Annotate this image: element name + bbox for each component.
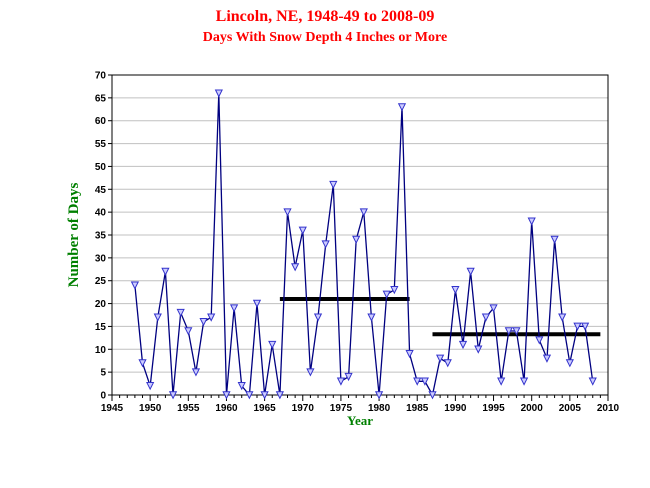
y-tick-label: 50 [95, 162, 107, 173]
tick-layer: 0 5 10 15 20 25 30 35 40 45 50 55 60 65 70 1945 1950 1955… [95, 71, 620, 415]
data-point [214, 89, 223, 98]
data-point [344, 372, 353, 382]
chart-subtitle: Days With Snow Depth 4 Inches or More [202, 30, 448, 45]
data-point [397, 103, 407, 112]
y-tick-label: 5 [100, 368, 106, 379]
data-point [207, 313, 216, 322]
x-tick-label: 1980 [368, 403, 391, 414]
x-axis-title: Year [347, 413, 373, 428]
data-point [489, 304, 498, 313]
data-point [291, 263, 300, 272]
data-point [222, 391, 231, 400]
x-tick-label: 1970 [292, 403, 315, 414]
data-point [184, 327, 193, 336]
data-point [229, 304, 239, 313]
data-point [474, 345, 483, 354]
data-point [329, 180, 338, 190]
x-tick-label: 1985 [406, 403, 429, 414]
data-point [481, 313, 491, 322]
y-tick-label: 65 [95, 93, 107, 104]
data-point [580, 322, 590, 331]
y-tick-label: 60 [95, 116, 107, 127]
data-point [527, 217, 536, 226]
data-point [436, 354, 445, 363]
data-point [237, 382, 246, 391]
y-tick-label: 0 [100, 391, 106, 402]
x-tick-label: 1995 [482, 403, 505, 414]
data-point [451, 286, 460, 295]
data-point [352, 235, 361, 244]
data-point [497, 377, 506, 386]
data-point [390, 286, 399, 295]
data-point [588, 377, 597, 386]
data-point [153, 313, 162, 322]
data-point [382, 290, 391, 299]
data-point [550, 235, 559, 244]
data-point [306, 368, 315, 377]
x-tick-label: 2000 [521, 403, 544, 414]
data-point [573, 322, 582, 331]
y-tick-label: 30 [95, 253, 107, 264]
x-tick-label: 1960 [215, 403, 238, 414]
average-bar-layer [279, 297, 601, 337]
y-tick-label: 40 [95, 208, 107, 219]
y-tick-label: 55 [95, 139, 107, 150]
x-tick-label: 1955 [177, 403, 200, 414]
y-tick-label: 70 [95, 71, 107, 82]
data-point [313, 313, 323, 322]
x-tick-label: 2010 [597, 403, 620, 414]
x-tick-label: 1975 [330, 403, 353, 414]
data-point [359, 208, 368, 217]
data-point [260, 391, 269, 400]
data-point [268, 340, 277, 350]
data-point [199, 318, 208, 327]
y-tick-label: 15 [95, 322, 107, 333]
data-point [558, 313, 567, 322]
data-point [367, 313, 376, 322]
data-point [443, 359, 452, 368]
data-point [374, 391, 384, 400]
data-point [458, 340, 468, 350]
x-tick-label: 1990 [444, 403, 467, 414]
data-point [519, 377, 529, 386]
y-tick-label: 45 [95, 185, 107, 196]
data-point [146, 382, 155, 391]
data-point [542, 354, 552, 363]
data-point [565, 359, 574, 368]
data-point [504, 327, 513, 336]
x-tick-label: 1945 [101, 403, 124, 414]
data-point [245, 391, 254, 400]
data-point [252, 299, 262, 308]
x-tick-label: 1950 [139, 403, 162, 414]
data-point [275, 391, 284, 400]
data-point [413, 377, 422, 386]
data-point [321, 240, 330, 249]
data-point [512, 327, 521, 336]
data-point [161, 267, 170, 276]
data-point [176, 308, 185, 318]
data-point [405, 350, 414, 359]
data-point [191, 368, 201, 377]
data-point [535, 336, 544, 345]
x-tick-label: 2005 [559, 403, 582, 414]
data-point [168, 391, 178, 400]
series-layer [130, 89, 597, 400]
data-point [428, 391, 437, 400]
data-point [336, 377, 346, 386]
data-point [283, 208, 292, 217]
y-tick-label: 10 [95, 345, 107, 356]
data-point [420, 377, 429, 386]
y-axis-title: Number of Days [66, 182, 82, 287]
data-point [466, 267, 475, 276]
y-tick-label: 25 [95, 276, 107, 287]
chart-title: Lincoln, NE, 1948-49 to 2008-09 [215, 8, 435, 25]
data-point [130, 281, 140, 290]
data-point [138, 359, 147, 368]
data-point [298, 226, 307, 235]
x-tick-label: 1965 [253, 403, 276, 414]
y-tick-label: 20 [95, 299, 107, 310]
y-tick-label: 35 [95, 231, 107, 242]
